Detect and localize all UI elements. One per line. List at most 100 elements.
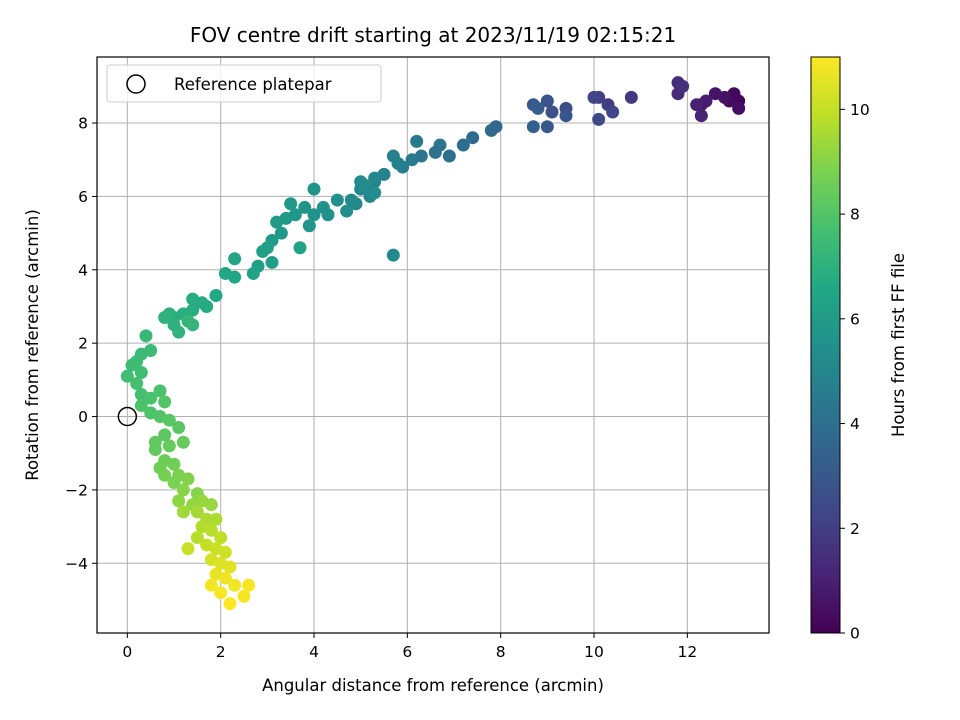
data-point [172,421,186,435]
y-tick-label: 6 [78,188,88,206]
data-point [606,105,620,119]
data-point [284,197,298,211]
data-point [172,325,186,339]
y-tick-label: 0 [78,408,88,426]
x-tick-label: 10 [584,643,604,661]
y-tick-label: −4 [65,555,88,573]
legend-box [106,64,382,103]
legend-entry-label: Reference platepar [174,75,332,94]
data-point [130,377,144,391]
data-point [176,505,190,519]
plot-frame [96,56,770,634]
data-point [466,131,480,145]
x-axis-ticks: 0 2 4 6 8 10 12 [122,633,697,661]
data-point [270,215,284,229]
data-point [181,472,195,486]
y-tick-label: 2 [78,335,88,353]
data-point [134,399,148,413]
data-point [433,138,447,152]
data-point [172,494,186,508]
y-tick-label: 8 [78,115,88,133]
reference-platepar-marker [117,406,138,427]
data-points [120,76,746,611]
colorbar-label: Hours from first FF file [889,253,908,437]
x-tick-label: 6 [402,643,412,661]
data-point [540,94,554,108]
data-point [209,288,223,302]
chart-title: FOV centre drift starting at 2023/11/19 … [190,23,676,47]
x-tick-label: 0 [122,643,132,661]
data-point [228,578,242,592]
data-point [410,134,424,148]
data-point [676,79,690,93]
legend: Reference platepar [106,64,382,103]
data-point [545,105,559,119]
data-point [592,112,606,126]
data-point [307,182,321,196]
colorbar-tick-label: 10 [850,101,870,119]
data-point [484,123,498,137]
data-point [405,153,419,167]
data-point [624,90,638,104]
data-point [456,138,470,152]
data-point [186,292,200,306]
data-point [330,193,344,207]
data-point [181,542,195,556]
data-point [307,208,321,222]
data-point [246,266,260,280]
data-point [274,226,288,240]
data-point [167,476,181,490]
colorbar: 0 2 4 6 8 10 Hours from first FF file [810,56,908,643]
data-point [708,87,722,101]
data-point [190,531,204,545]
data-point [218,571,232,585]
colorbar-ticks: 0 2 4 6 8 10 [840,101,870,643]
data-point [214,586,228,600]
data-point [344,193,358,207]
data-point [228,252,242,266]
data-point [391,156,405,170]
x-tick-label: 12 [677,643,697,661]
data-point [256,244,270,258]
y-axis-ticks: −4 −2 0 2 4 6 8 [65,115,97,573]
data-point [158,428,172,442]
data-point [265,255,279,269]
data-point [158,310,172,324]
data-point [228,270,242,284]
colorbar-tick-label: 4 [850,415,860,433]
data-point [190,505,204,519]
data-point [732,101,746,115]
data-point [204,523,218,537]
data-point [316,200,330,214]
data-point [125,358,139,372]
data-point [139,329,153,343]
data-point [386,248,400,262]
colorbar-tick-label: 2 [850,520,860,538]
data-point [223,597,237,611]
data-point [158,468,172,482]
data-point [167,457,181,471]
data-point [237,589,251,603]
data-point [540,120,554,134]
grid-lines [97,57,769,633]
data-point [526,120,540,134]
data-point [158,395,172,409]
data-point [186,318,200,332]
x-tick-label: 2 [216,643,226,661]
data-point [218,545,232,559]
data-point [162,413,176,427]
data-point [144,391,158,405]
data-point [340,204,354,218]
data-point [176,435,190,449]
data-point [242,578,256,592]
data-point [302,219,316,233]
data-point [358,178,372,192]
data-point [298,200,312,214]
data-point [293,241,307,255]
data-point [148,443,162,457]
x-tick-label: 8 [496,643,506,661]
data-point [162,439,176,453]
x-tick-label: 4 [309,643,319,661]
data-point [214,531,228,545]
